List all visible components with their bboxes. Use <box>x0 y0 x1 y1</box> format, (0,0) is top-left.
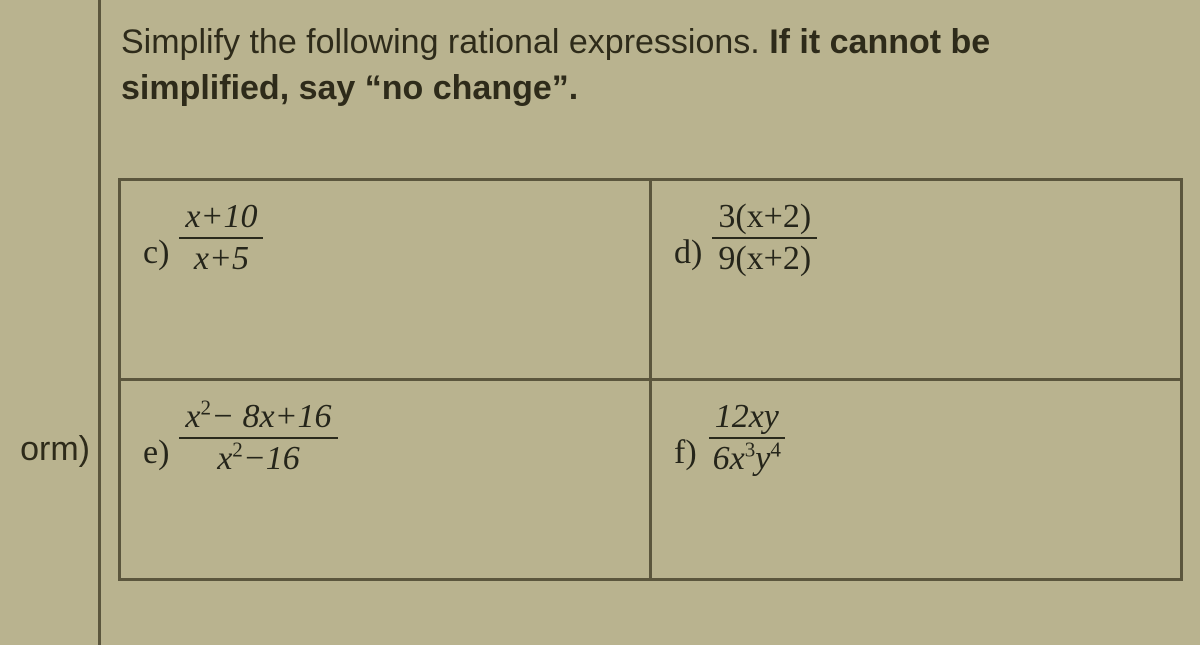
fraction-f: 12xy 6x3y4 <box>707 399 787 476</box>
cell-d: d) 3(x+2) 9(x+2) <box>651 180 1182 380</box>
num-e: x2− 8x+16 <box>179 399 337 439</box>
label-f: f) <box>674 436 697 476</box>
cell-c: c) x+10 x+5 <box>120 180 651 380</box>
problem-c: c) x+10 x+5 <box>143 199 639 276</box>
problem-f: f) 12xy 6x3y4 <box>674 399 1170 476</box>
margin-fragment-label: orm) <box>0 430 90 469</box>
instruction-bold-1: If it cannot be <box>769 23 990 61</box>
label-c: c) <box>143 236 169 276</box>
instruction-plain: Simplify the following rational expressi… <box>121 23 769 61</box>
den-c: x+5 <box>194 240 249 277</box>
fraction-c: x+10 x+5 <box>179 199 263 276</box>
num-d: 3(x+2) <box>718 198 811 235</box>
den-e: x2−16 <box>211 439 306 477</box>
den-d: 9(x+2) <box>718 240 811 277</box>
num-f: 12xy <box>709 399 785 439</box>
label-d: d) <box>674 236 702 276</box>
problems-table: c) x+10 x+5 d) 3(x+2) 9(x+2) e) x2− <box>118 178 1183 581</box>
cell-e: e) x2− 8x+16 x2−16 <box>120 380 651 580</box>
instruction-text: Simplify the following rational expressi… <box>101 0 1200 122</box>
cell-f: f) 12xy 6x3y4 <box>651 380 1182 580</box>
problem-e: e) x2− 8x+16 x2−16 <box>143 399 639 476</box>
problem-d: d) 3(x+2) 9(x+2) <box>674 199 1170 276</box>
fraction-e: x2− 8x+16 x2−16 <box>179 399 337 476</box>
fraction-d: 3(x+2) 9(x+2) <box>712 199 817 276</box>
instruction-bold-2: simplified, say “no change”. <box>121 69 578 107</box>
den-f: 6x3y4 <box>707 439 787 477</box>
num-c: x+10 <box>185 198 257 235</box>
label-e: e) <box>143 436 169 476</box>
